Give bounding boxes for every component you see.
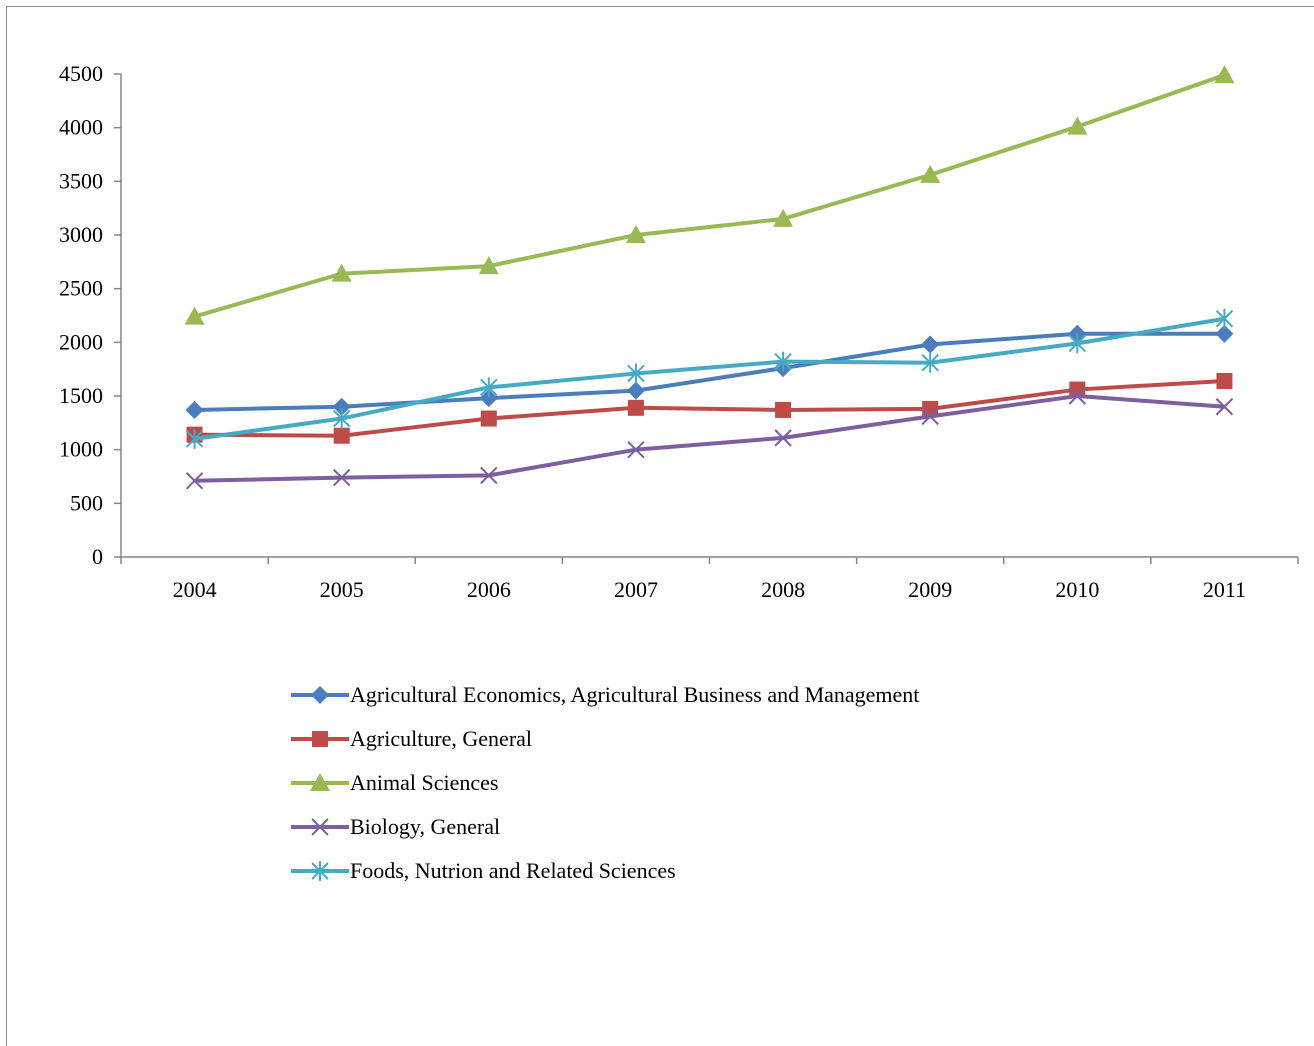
data-point [1215, 308, 1234, 329]
data-point [627, 399, 644, 416]
y-tick-label: 2000 [59, 329, 103, 354]
y-tick-label: 3000 [59, 222, 103, 247]
series-line [194, 73, 1226, 319]
series-0 [185, 324, 1234, 419]
data-point-stroke [1215, 398, 1234, 416]
x-tick-label: 2009 [908, 577, 952, 602]
data-point [185, 428, 204, 449]
axes [120, 74, 1298, 558]
data-point [185, 472, 204, 490]
series-3 [185, 387, 1234, 490]
x-tick-label: 2007 [614, 577, 658, 602]
data-point [773, 208, 794, 227]
data-point [921, 407, 939, 426]
data-point [774, 351, 792, 372]
data-point [331, 263, 352, 282]
data-point [480, 466, 498, 485]
legend-item: Agricultural Economics, Agricultural Bus… [291, 682, 919, 707]
data-point [627, 363, 645, 384]
series-4 [185, 308, 1234, 449]
y-ticks: 0 500 1000 1500 2000 2500 3000 3500 4000 4500 [59, 61, 121, 569]
legend-item: Foods, Nutrion and Related Sciences [291, 858, 676, 883]
data-point [1067, 116, 1088, 135]
x-tick-label: 2005 [320, 577, 364, 602]
legend-swatch-marker [311, 818, 329, 836]
x-tick-label: 2011 [1203, 577, 1246, 602]
data-point-stroke [627, 440, 645, 459]
x-ticks: 2004 2005 2006 2007 2008 2009 2010 2011 [120, 557, 1299, 602]
x-tick-label: 2010 [1055, 577, 1099, 602]
data-point [1215, 324, 1234, 343]
data-point [184, 306, 205, 325]
data-point-stroke [185, 472, 204, 490]
y-tick-label: 1000 [59, 437, 103, 462]
y-tick-label: 2500 [59, 276, 103, 301]
data-point [478, 256, 499, 275]
y-tick-label: 3500 [59, 168, 103, 193]
y-tick-label: 4000 [59, 115, 103, 140]
legend-label: Animal Sciences [350, 770, 498, 795]
data-point [332, 468, 351, 487]
y-tick-label: 4500 [59, 61, 103, 86]
series-line [194, 331, 1225, 412]
y-tick-label: 500 [70, 490, 103, 515]
data-point-stroke [1068, 387, 1087, 405]
data-point [480, 410, 497, 427]
x-tick-label: 2004 [173, 577, 217, 602]
data-point-stroke [480, 466, 498, 485]
series-line [194, 394, 1225, 483]
legend-item: Biology, General [291, 814, 500, 839]
legend-swatch-marker [311, 686, 329, 704]
data-point [332, 397, 351, 416]
data-point [185, 400, 204, 419]
data-point [774, 429, 792, 447]
data-point [1216, 372, 1233, 389]
legend: Agricultural Economics, Agricultural Bus… [291, 682, 919, 883]
legend-item: Agriculture, General [291, 726, 532, 751]
data-point [625, 225, 646, 243]
data-point [1215, 398, 1234, 416]
series-line [194, 316, 1225, 441]
data-point [1068, 387, 1087, 405]
x-tick-label: 2008 [761, 577, 805, 602]
data-point [333, 427, 350, 444]
x-tick-label: 2006 [467, 577, 511, 602]
data-point [1068, 333, 1087, 354]
series-2 [184, 65, 1235, 325]
data-point [1069, 381, 1086, 398]
legend-label: Agriculture, General [350, 726, 532, 751]
series-lines [184, 65, 1235, 490]
data-point [332, 408, 351, 429]
y-tick-label: 1500 [59, 383, 103, 408]
legend-swatch-marker-stroke [311, 818, 329, 836]
legend-swatch-marker [310, 773, 330, 791]
legend-item: Animal Sciences [291, 770, 498, 795]
series-line [194, 378, 1225, 438]
legend-label: Foods, Nutrion and Related Sciences [350, 858, 676, 883]
data-point [775, 401, 792, 418]
data-point [627, 440, 645, 459]
data-point-stroke [774, 429, 792, 447]
chart-area [6, 6, 1314, 1046]
data-point [626, 381, 645, 400]
data-point [1214, 65, 1235, 84]
data-point [921, 335, 940, 354]
legend-label: Agricultural Economics, Agricultural Bus… [350, 682, 919, 707]
data-point [921, 352, 939, 373]
y-tick-label: 0 [92, 544, 103, 569]
data-point [920, 164, 941, 183]
data-point-stroke [921, 407, 939, 426]
data-point-stroke [332, 468, 351, 487]
legend-label: Biology, General [350, 814, 500, 839]
data-point [480, 377, 498, 398]
data-point [479, 389, 498, 408]
legend-swatch-marker [311, 861, 329, 881]
legend-swatch-marker [312, 731, 328, 747]
